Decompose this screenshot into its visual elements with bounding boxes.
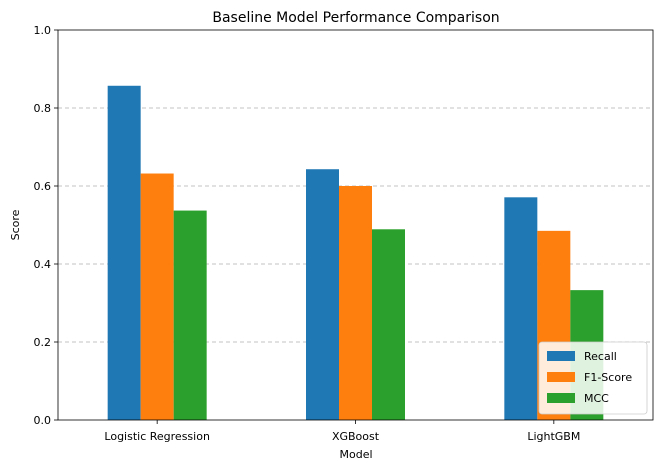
plot-frame	[57, 29, 654, 421]
legend: Recall F1-Score MCC	[538, 341, 648, 415]
y-tick-label: 0.2	[34, 336, 52, 349]
tick-labels: 0.0 0.2 0.4 0.6 0.8 1.0 Logistic Regression XGB…	[34, 24, 581, 443]
x-axis-label: Model	[339, 448, 372, 461]
y-tick-label: 0.6	[34, 180, 52, 193]
legend-label: MCC	[584, 392, 609, 405]
legend-label: Recall	[584, 350, 617, 363]
axes	[54, 29, 654, 424]
bar-mcc	[173, 210, 207, 420]
chart-title: Baseline Model Performance Comparison	[212, 10, 499, 26]
y-tick-label: 0.8	[34, 102, 52, 115]
bar-recall	[306, 169, 339, 420]
y-tick-label: 1.0	[34, 24, 52, 37]
x-tick-label: Logistic Regression	[104, 430, 210, 443]
y-tick-label: 0.4	[34, 258, 52, 271]
bar-recall	[504, 197, 538, 420]
bar-mcc	[372, 229, 405, 420]
bars	[107, 85, 604, 421]
bar-f1-score	[339, 186, 372, 420]
y-axis-label: Score	[9, 209, 22, 240]
x-tick-label: LightGBM	[527, 430, 580, 443]
legend-label: F1-Score	[584, 371, 632, 384]
legend-swatch	[547, 372, 575, 382]
legend-swatch	[547, 351, 575, 361]
bar-recall	[107, 85, 141, 421]
x-tick-label: XGBoost	[332, 430, 380, 443]
y-tick-label: 0.0	[34, 414, 52, 427]
bar-f1-score	[140, 173, 174, 420]
legend-swatch	[547, 393, 575, 403]
